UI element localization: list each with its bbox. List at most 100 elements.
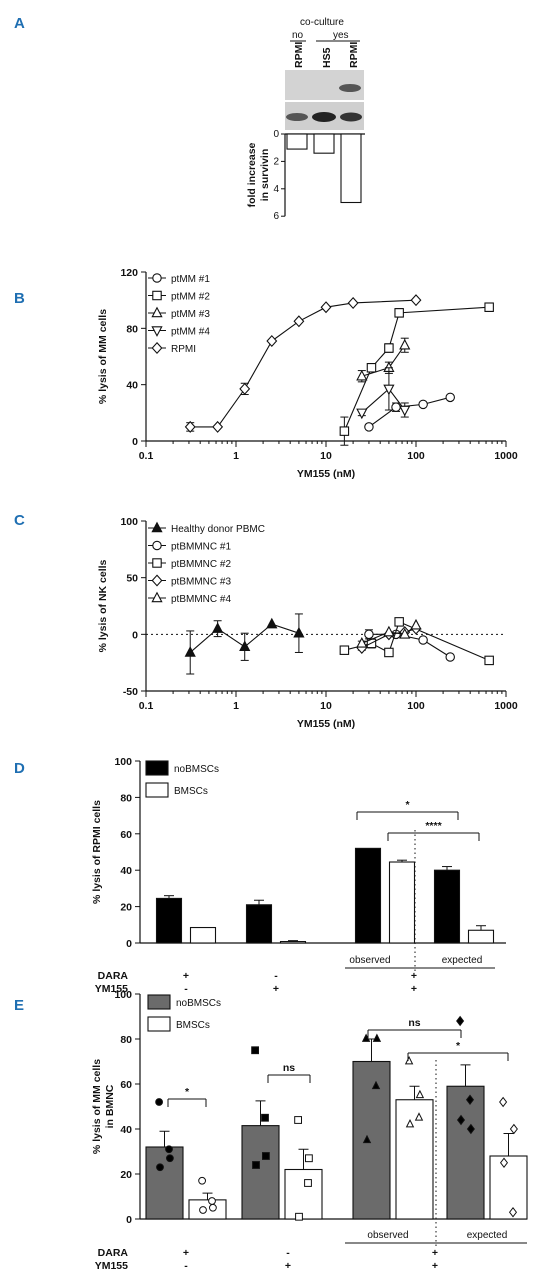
data-point [399,338,411,350]
bar-noBMSCs [241,1125,280,1220]
y-axis-label: % lysis of NK cells [97,559,109,652]
data-point [445,392,455,403]
y-axis-label: % lysis of RPMI cells [91,800,103,904]
condition-sign: + [183,970,189,982]
condition-sign: - [184,1260,188,1272]
condition-sign: + [285,1260,291,1272]
condition-sign: - [184,983,188,995]
panel-b: B 0 40 80 120 0.1 1 10 100 1000 YM155 (nM) % lysis… [14,267,518,480]
x-tick-label: 1000 [494,700,518,712]
data-point [156,1163,164,1172]
data-point [384,343,394,353]
legend-swatch [145,760,169,776]
data-point [364,629,374,640]
panel-a: A co-culture no yes RPMI HS5 RPMI fold i… [14,15,365,222]
data-point [239,382,251,395]
significance-label: ns [408,1017,420,1029]
lane-label-rpmi-1: RPMI [293,42,305,68]
panel-letter-e: E [14,997,24,1014]
chart-a: 0 2 4 6 [273,129,365,222]
no-label: no [292,30,304,41]
data-point [184,646,196,657]
bar-BMSCs [467,929,495,944]
y-tick-label: 20 [120,1169,132,1181]
row-label: DARA [98,970,129,982]
data-point [198,1176,207,1185]
bar-BMSCs [388,861,416,944]
bar-noBMSCs [354,847,382,944]
x-tick-label: 0.1 [139,700,154,712]
y-tick-label: 100 [114,989,132,1001]
a-bar [340,133,362,204]
data-point [266,617,278,629]
y-tick-label: 40 [120,1124,132,1136]
data-point [293,315,305,328]
legend-marker [151,306,163,318]
bar-noBMSCs [433,869,461,944]
data-point [509,1123,518,1135]
legend-marker [151,326,163,337]
a-ylabel-line2: in survivin [259,149,271,202]
series-line [343,306,490,432]
legend-marker [152,290,162,301]
data-point [339,426,350,436]
legend-marker [151,521,163,533]
data-point [484,655,494,666]
data-point [394,308,404,318]
y-tick-label: 0 [126,1214,132,1226]
series-line [361,624,417,644]
x-tick-label: 0.1 [139,450,154,462]
y-tick-label: 120 [120,267,138,279]
row-label: YM155 [95,983,128,995]
legend-swatch [145,782,169,798]
x-axis-label: YM155 (nM) [297,718,355,730]
x-tick-label: 1000 [494,450,518,462]
bar-BMSCs [284,1168,323,1220]
data-point [166,1154,174,1163]
data-point [391,402,401,412]
condition-sign: + [273,983,279,995]
data-point [208,1197,216,1205]
y-tick-label: 60 [120,829,132,841]
bar-noBMSCs [155,897,183,944]
data-point [456,1015,465,1027]
y-tick-label: 80 [126,323,138,335]
data-point [399,627,411,639]
legend-label: ptMM #3 [171,309,210,320]
x-tick-label: 100 [407,700,425,712]
y-tick-label: -50 [123,686,138,698]
significance-label: * [405,799,410,811]
data-point [293,626,305,638]
data-point [405,1118,415,1128]
data-point [212,622,224,633]
legend-swatch [147,1016,171,1032]
legend-label: RPMI [171,344,196,355]
data-point [304,1179,312,1187]
y-tick-label: 50 [126,573,138,585]
western-blot-image [285,70,364,130]
data-point [371,1080,381,1090]
data-point [261,1113,269,1122]
legend-swatch [147,994,171,1010]
y-tick-label: 100 [114,756,132,768]
y-tick-label: 80 [120,1034,132,1046]
row-label: DARA [98,1247,129,1259]
significance-label: **** [425,820,442,832]
data-point [212,420,224,433]
y-tick-label: 40 [120,865,132,877]
panel-c: C -50 0 50 100 0.1 1 10 100 1000 YM155 (nM) % lysi… [14,512,518,730]
bar-noBMSCs [352,1060,391,1220]
y-tick-label: 40 [126,380,138,392]
x-tick-label: 1 [233,450,239,462]
group-label: expected [442,955,483,966]
data-point [199,1206,207,1214]
legend-marker [151,341,163,355]
y-tick-label: 0 [132,436,138,448]
legend-label: ptMM #4 [171,327,210,338]
bar-BMSCs [189,926,217,944]
data-point [418,635,428,645]
condition-sign: + [432,1260,438,1272]
y-tick-label: 20 [120,902,132,914]
x-tick-label: 1 [233,700,239,712]
group-label: observed [349,955,390,966]
